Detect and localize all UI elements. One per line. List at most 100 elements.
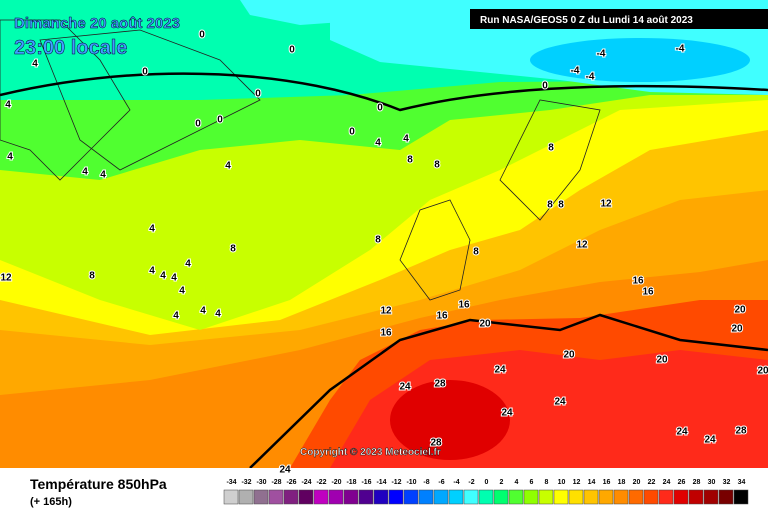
contour-label: 4 xyxy=(32,59,38,70)
contour-label: 16 xyxy=(632,276,644,287)
contour-label: 0 xyxy=(142,67,148,78)
scale-label: 34 xyxy=(738,479,746,486)
contour-label: 4 xyxy=(200,306,206,317)
contour-label: 16 xyxy=(380,328,392,339)
scale-label: 6 xyxy=(530,479,534,486)
scale-label: 2 xyxy=(500,479,504,486)
contour-label: 20 xyxy=(757,366,768,377)
scale-label: -6 xyxy=(438,479,444,486)
contour-label: 8 xyxy=(434,160,440,171)
contour-20 xyxy=(249,313,768,469)
contour-label: 4 xyxy=(179,286,185,297)
contour-label: 4 xyxy=(82,167,88,178)
cold-pool xyxy=(530,38,750,82)
scale-label: 20 xyxy=(633,479,641,486)
copyright: Copyright © 2023 Meteociel.fr xyxy=(300,447,441,458)
scale-swatch xyxy=(658,489,674,505)
cold-pool-west xyxy=(240,0,380,25)
contour-label: 24 xyxy=(501,408,513,419)
scale-swatch xyxy=(523,489,539,505)
contour-label: 4 xyxy=(403,134,409,145)
contour-label: 12 xyxy=(576,240,588,251)
scale-label: -14 xyxy=(376,479,386,486)
scale-swatch xyxy=(223,489,239,505)
scale-swatch xyxy=(448,489,464,505)
scale-swatch xyxy=(298,489,314,505)
greenland-coast xyxy=(0,19,261,181)
run-box xyxy=(470,9,768,29)
contour-label: 24 xyxy=(554,397,566,408)
contour-label: 20 xyxy=(731,324,743,335)
contour-label: 4 xyxy=(375,138,381,149)
contour-label: 8 xyxy=(375,235,381,246)
scale-label: 4 xyxy=(515,479,519,486)
scale-swatch xyxy=(688,489,704,505)
scale-label: -12 xyxy=(391,479,401,486)
scale-swatch xyxy=(373,489,389,505)
scale-swatch xyxy=(358,489,374,505)
scale-label: 10 xyxy=(558,479,566,486)
scale-label: -18 xyxy=(346,479,356,486)
contour-label: 12 xyxy=(0,273,12,284)
contour-label: 24 xyxy=(494,365,506,376)
contour-label: 20 xyxy=(656,355,668,366)
scale-label: -28 xyxy=(271,479,281,486)
time-label: 23:00 locale xyxy=(14,37,127,59)
contour-label: -4 xyxy=(597,49,606,60)
scale-swatch xyxy=(628,489,644,505)
contour-label: 4 xyxy=(149,266,155,277)
contour-label: 28 xyxy=(434,379,446,390)
contour-label: 12 xyxy=(380,306,392,317)
contour-label: 8 xyxy=(407,155,413,166)
footer-lead: (+ 165h) xyxy=(30,496,72,508)
scale-swatch xyxy=(553,489,569,505)
contour-label: 8 xyxy=(558,200,564,211)
scale-swatch xyxy=(463,489,479,505)
scale-swatch xyxy=(493,489,509,505)
contour-label: 4 xyxy=(160,271,166,282)
scale-swatch xyxy=(643,489,659,505)
contour-label: 24 xyxy=(676,427,688,438)
color-scale: -34 -32 -30 -28 -26 -24 -22 -20 -18 -16 -14 -12 -10-… xyxy=(223,479,749,505)
scale-swatch xyxy=(613,489,629,505)
scale-label: 0 xyxy=(485,479,489,486)
contour-label: 4 xyxy=(7,152,13,163)
scale-label: 28 xyxy=(693,479,701,486)
scale-label: -30 xyxy=(256,479,266,486)
scale-label: -22 xyxy=(316,479,326,486)
scale-swatch xyxy=(283,489,299,505)
date-label: Dimanche 20 août 2023 xyxy=(14,15,180,32)
contour-label: 8 xyxy=(473,247,479,258)
footer-title: Température 850hPa xyxy=(30,476,167,492)
scale-label: -26 xyxy=(286,479,296,486)
contour-label: 28 xyxy=(430,438,442,449)
scale-label: 16 xyxy=(603,479,611,486)
scale-swatch xyxy=(703,489,719,505)
contour-label: 4 xyxy=(149,224,155,235)
contour-label: 4 xyxy=(185,259,191,270)
scale-label: 8 xyxy=(545,479,549,486)
contour-label: 0 xyxy=(349,127,355,138)
contour-label: -4 xyxy=(571,66,580,77)
contour-label: 0 xyxy=(377,103,383,114)
contour-label: 28 xyxy=(735,426,747,437)
contour-label: 24 xyxy=(279,465,291,476)
contour-label: 0 xyxy=(255,89,261,100)
contour-label: 16 xyxy=(642,287,654,298)
contour-label: 0 xyxy=(195,119,201,130)
band-28 xyxy=(390,380,510,460)
scale-label: -24 xyxy=(301,479,311,486)
scale-swatch xyxy=(313,489,329,505)
scale-label: -20 xyxy=(331,479,341,486)
contour-label: -4 xyxy=(676,44,685,55)
scale-swatch xyxy=(478,489,494,505)
scale-swatch xyxy=(238,489,254,505)
contour-label: 20 xyxy=(563,350,575,361)
contour-label: 4 xyxy=(215,309,221,320)
scale-label: 12 xyxy=(573,479,581,486)
contour-label: 24 xyxy=(704,435,716,446)
contour-label: 0 xyxy=(289,45,295,56)
contour-label: 4 xyxy=(100,170,106,181)
